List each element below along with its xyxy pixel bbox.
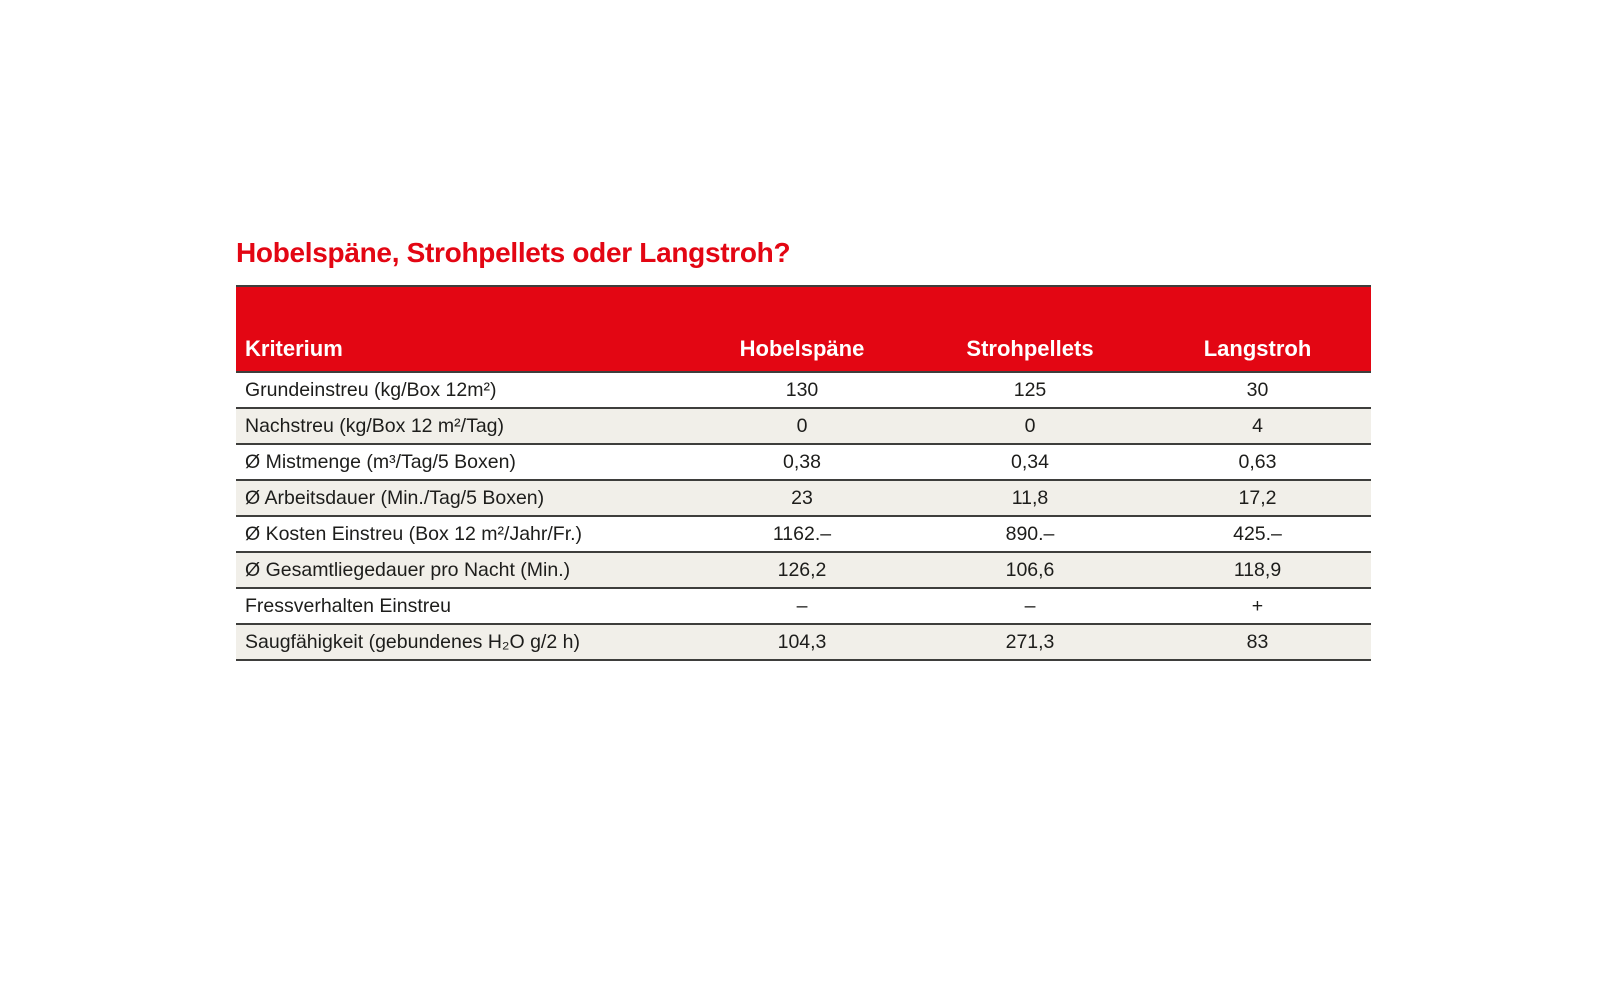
column-header-langstroh: Langstroh (1203, 336, 1312, 361)
cell-strohpellets: 0,34 (1011, 450, 1049, 473)
table-row-fressverhalten: Fressverhalten Einstreu – – + (236, 587, 1371, 623)
row-label: Ø Gesamtliegedauer pro Nacht (Min.) (245, 558, 571, 581)
row-label: Nachstreu (kg/Box 12 m²/Tag) (245, 414, 505, 437)
cell-strohpellets: 106,6 (1005, 558, 1055, 581)
page-title: Hobelspäne, Strohpellets oder Langstroh? (236, 237, 791, 268)
row-label: Saugfähigkeit (gebundenes H₂O g/2 h) (245, 630, 580, 653)
column-header-hobelspaene: Hobelspäne (739, 336, 865, 361)
cell-strohpellets: 890.– (1005, 522, 1055, 545)
cell-hobelspaene: 126,2 (777, 558, 827, 581)
row-label: Ø Mistmenge (m³/Tag/5 Boxen) (245, 450, 516, 473)
table-row-arbeitsdauer: Ø Arbeitsdauer (Min./Tag/5 Boxen) 23 11,… (236, 479, 1371, 515)
cell-langstroh: 0,63 (1238, 450, 1277, 473)
cell-hobelspaene: 0,38 (783, 450, 821, 473)
cell-langstroh: 118,9 (1233, 558, 1282, 581)
cell-strohpellets: – (1024, 594, 1036, 617)
table-row-nachstreu: Nachstreu (kg/Box 12 m²/Tag) 0 0 4 (236, 407, 1371, 443)
column-header-strohpellets: Strohpellets (966, 336, 1094, 361)
bedding-comparison-table: Kriterium Hobelspäne Strohpellets Langst… (236, 285, 1371, 661)
table-header-row: Kriterium Hobelspäne Strohpellets Langst… (236, 287, 1371, 371)
cell-langstroh: 4 (1252, 414, 1263, 437)
table-row-mistmenge: Ø Mistmenge (m³/Tag/5 Boxen) 0,38 0,34 0… (236, 443, 1371, 479)
row-label: Grundeinstreu (kg/Box 12m²) (245, 378, 497, 401)
cell-strohpellets: 11,8 (1011, 486, 1049, 509)
table-row-grundeinstreu: Grundeinstreu (kg/Box 12m²) 130 125 30 (236, 371, 1371, 407)
table-row-gesamtliegedauer: Ø Gesamtliegedauer pro Nacht (Min.) 126,… (236, 551, 1371, 587)
cell-hobelspaene: 0 (796, 414, 808, 437)
column-header-kriterium: Kriterium (245, 336, 343, 361)
cell-hobelspaene: 104,3 (777, 630, 827, 653)
table-row-saugfaehigkeit: Saugfähigkeit (gebundenes H₂O g/2 h) 104… (236, 623, 1371, 659)
cell-strohpellets: 125 (1013, 378, 1047, 401)
cell-hobelspaene: 130 (785, 378, 819, 401)
cell-hobelspaene: 1162.– (772, 522, 832, 545)
cell-strohpellets: 271,3 (1005, 630, 1055, 653)
cell-strohpellets: 0 (1024, 414, 1036, 437)
cell-hobelspaene: 23 (791, 486, 813, 509)
row-label: Ø Arbeitsdauer (Min./Tag/5 Boxen) (245, 486, 545, 509)
cell-langstroh: 425.– (1233, 522, 1282, 545)
table-row-kosten-einstreu: Ø Kosten Einstreu (Box 12 m²/Jahr/Fr.) 1… (236, 515, 1371, 551)
cell-langstroh: + (1251, 594, 1264, 617)
cell-langstroh: 30 (1246, 378, 1269, 401)
cell-langstroh: 83 (1246, 630, 1269, 653)
cell-hobelspaene: – (796, 594, 808, 617)
row-label: Ø Kosten Einstreu (Box 12 m²/Jahr/Fr.) (245, 522, 583, 545)
cell-langstroh: 17,2 (1238, 486, 1277, 509)
row-label: Fressverhalten Einstreu (245, 594, 451, 617)
